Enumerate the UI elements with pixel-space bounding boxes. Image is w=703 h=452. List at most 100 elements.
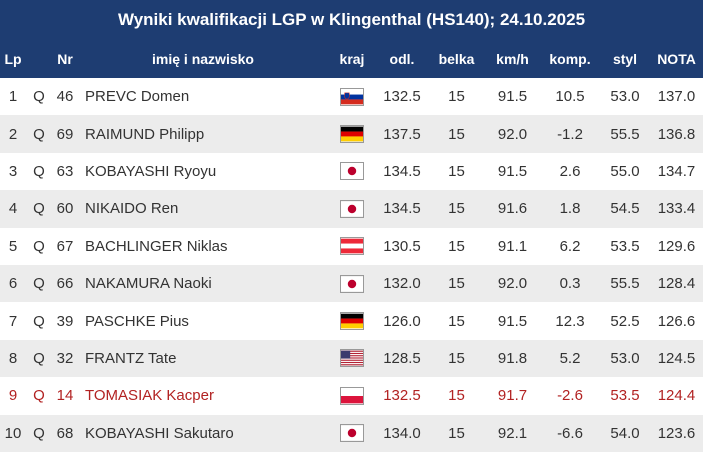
country-flag [328, 125, 376, 144]
distance: 134.0 [383, 424, 421, 442]
athlete-name: NAKAMURA Naoki [85, 275, 212, 293]
country-flag [328, 199, 376, 218]
total-score: 128.4 [657, 275, 696, 293]
column-header: kraj [339, 51, 365, 67]
speed: 91.7 [497, 387, 528, 405]
speed: 91.1 [497, 237, 528, 255]
compensation: 6.2 [559, 237, 581, 255]
style-points: 54.0 [610, 424, 640, 442]
country-flag [328, 87, 376, 106]
rank: 9 [8, 387, 18, 405]
gate: 15 [448, 88, 465, 106]
bib: 60 [56, 200, 74, 218]
rank: 4 [8, 200, 18, 218]
flag [340, 125, 364, 144]
style-points: 53.0 [610, 349, 640, 367]
compensation: 0.3 [559, 275, 581, 293]
flag [340, 199, 364, 218]
distance: 126.0 [383, 312, 421, 330]
country-flag [328, 312, 376, 331]
total-score: 129.6 [657, 237, 696, 255]
speed: 91.8 [497, 349, 528, 367]
athlete-name: NIKAIDO Ren [85, 200, 179, 218]
speed: 91.5 [497, 88, 528, 106]
bib: 68 [56, 424, 74, 442]
gate: 15 [448, 349, 465, 367]
country-flag [328, 424, 376, 443]
rank: 5 [8, 237, 18, 255]
column-header: komp. [549, 51, 591, 67]
compensation: -2.6 [557, 387, 583, 405]
style-points: 55.5 [610, 125, 640, 143]
gate: 15 [448, 237, 465, 255]
style-points: 53.5 [610, 387, 640, 405]
table-title: Wyniki kwalifikacji LGP w Klingenthal (H… [0, 0, 703, 40]
athlete-name: BACHLINGER Niklas [85, 237, 228, 255]
qualified: Q [33, 237, 45, 255]
total-score: 133.4 [657, 200, 696, 218]
flag [340, 312, 364, 331]
total-score: 124.5 [657, 349, 696, 367]
qualified: Q [33, 162, 45, 180]
country-flag [328, 386, 376, 405]
result-row: 10 Q 68 KOBAYASHI Sakutaro 134.0 15 92.1 -6.6 54… [0, 414, 703, 452]
style-points: 55.0 [610, 162, 640, 180]
column-header: styl [612, 51, 638, 67]
style-points: 53.0 [610, 88, 640, 106]
country-flag [328, 162, 376, 181]
gate: 15 [448, 387, 465, 405]
qualified: Q [33, 88, 45, 106]
rank: 3 [8, 162, 18, 180]
bib: 14 [56, 387, 74, 405]
column-header: Nr [57, 51, 73, 67]
country-flag [328, 274, 376, 293]
bib: 69 [56, 125, 74, 143]
rank: 1 [8, 88, 18, 106]
flag [340, 162, 364, 181]
header-row: Lp Nr imię i nazwisko kraj odl. belka km… [0, 40, 703, 78]
speed: 91.5 [497, 162, 528, 180]
rank: 7 [8, 312, 18, 330]
flag [340, 386, 364, 405]
compensation: 12.3 [555, 312, 585, 330]
result-row: 6 Q 66 NAKAMURA Naoki 132.0 15 92.0 0.3 55.5 128.… [0, 264, 703, 303]
qualified: Q [33, 424, 45, 442]
athlete-name: PASCHKE Pius [85, 312, 189, 330]
total-score: 126.6 [657, 312, 696, 330]
table-body: 1 Q 46 PREVC Domen 132.5 15 91.5 10.5 53.0 137.0 2… [0, 78, 703, 452]
result-row: 7 Q 39 PASCHKE Pius 126.0 15 91.5 12.3 52.5 126.6 [0, 302, 703, 340]
athlete-name: RAIMUND Philipp [85, 125, 205, 143]
gate: 15 [448, 125, 465, 143]
result-row: 1 Q 46 PREVC Domen 132.5 15 91.5 10.5 53.0 137.0 [0, 78, 703, 116]
result-row: 2 Q 69 RAIMUND Philipp 137.5 15 92.0 -1.2 55.5 13… [0, 115, 703, 153]
country-flag [328, 237, 376, 256]
column-header: NOTA [657, 51, 696, 67]
speed: 91.6 [497, 200, 528, 218]
gate: 15 [448, 424, 465, 442]
column-header: Lp [4, 51, 22, 67]
gate: 15 [448, 162, 465, 180]
bib: 67 [56, 237, 74, 255]
bib: 66 [56, 275, 74, 293]
athlete-name: PREVC Domen [85, 88, 190, 106]
speed: 92.0 [497, 275, 528, 293]
speed: 91.5 [497, 312, 528, 330]
compensation: -1.2 [557, 125, 583, 143]
total-score: 134.7 [657, 162, 696, 180]
flag [340, 424, 364, 443]
style-points: 52.5 [610, 312, 640, 330]
compensation: 2.6 [559, 162, 581, 180]
rank: 6 [8, 275, 18, 293]
speed: 92.1 [497, 424, 528, 442]
total-score: 124.4 [657, 387, 696, 405]
athlete-name: FRANTZ Tate [85, 349, 177, 367]
compensation: 5.2 [559, 349, 581, 367]
flag [340, 87, 364, 106]
distance: 134.5 [383, 200, 421, 218]
flag [340, 274, 364, 293]
qualified: Q [33, 312, 45, 330]
rank: 2 [8, 125, 18, 143]
result-row: 4 Q 60 NIKAIDO Ren 134.5 15 91.6 1.8 54.5 133.4 [0, 190, 703, 228]
distance: 128.5 [383, 349, 421, 367]
distance: 134.5 [383, 162, 421, 180]
